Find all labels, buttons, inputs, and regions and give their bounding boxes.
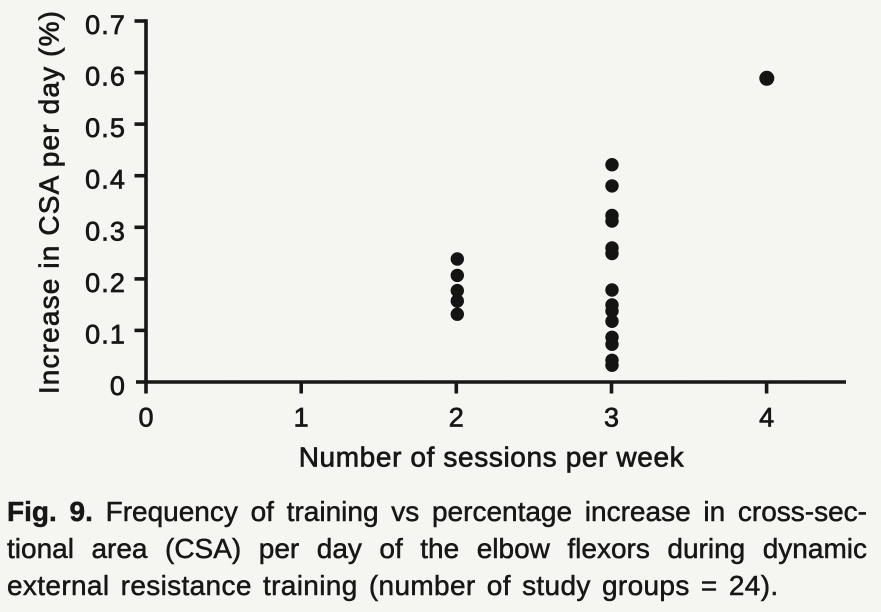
svg-text:0.5: 0.5 xyxy=(85,113,126,143)
svg-text:Number of sessions per week: Number of sessions per week xyxy=(299,442,685,473)
svg-text:1: 1 xyxy=(294,403,309,433)
svg-text:2: 2 xyxy=(449,403,464,433)
svg-text:0.2: 0.2 xyxy=(85,268,126,298)
svg-text:4: 4 xyxy=(759,403,774,433)
svg-text:3: 3 xyxy=(604,403,619,433)
svg-text:0.7: 0.7 xyxy=(85,10,126,40)
svg-text:0: 0 xyxy=(110,371,126,401)
svg-text:0.1: 0.1 xyxy=(85,319,126,349)
svg-text:0.4: 0.4 xyxy=(85,165,126,195)
svg-text:0.6: 0.6 xyxy=(85,62,126,92)
svg-text:Increase in CSA per day (%): Increase in CSA per day (%) xyxy=(34,10,65,394)
svg-text:0.3: 0.3 xyxy=(85,216,126,246)
svg-text:0: 0 xyxy=(138,403,153,433)
